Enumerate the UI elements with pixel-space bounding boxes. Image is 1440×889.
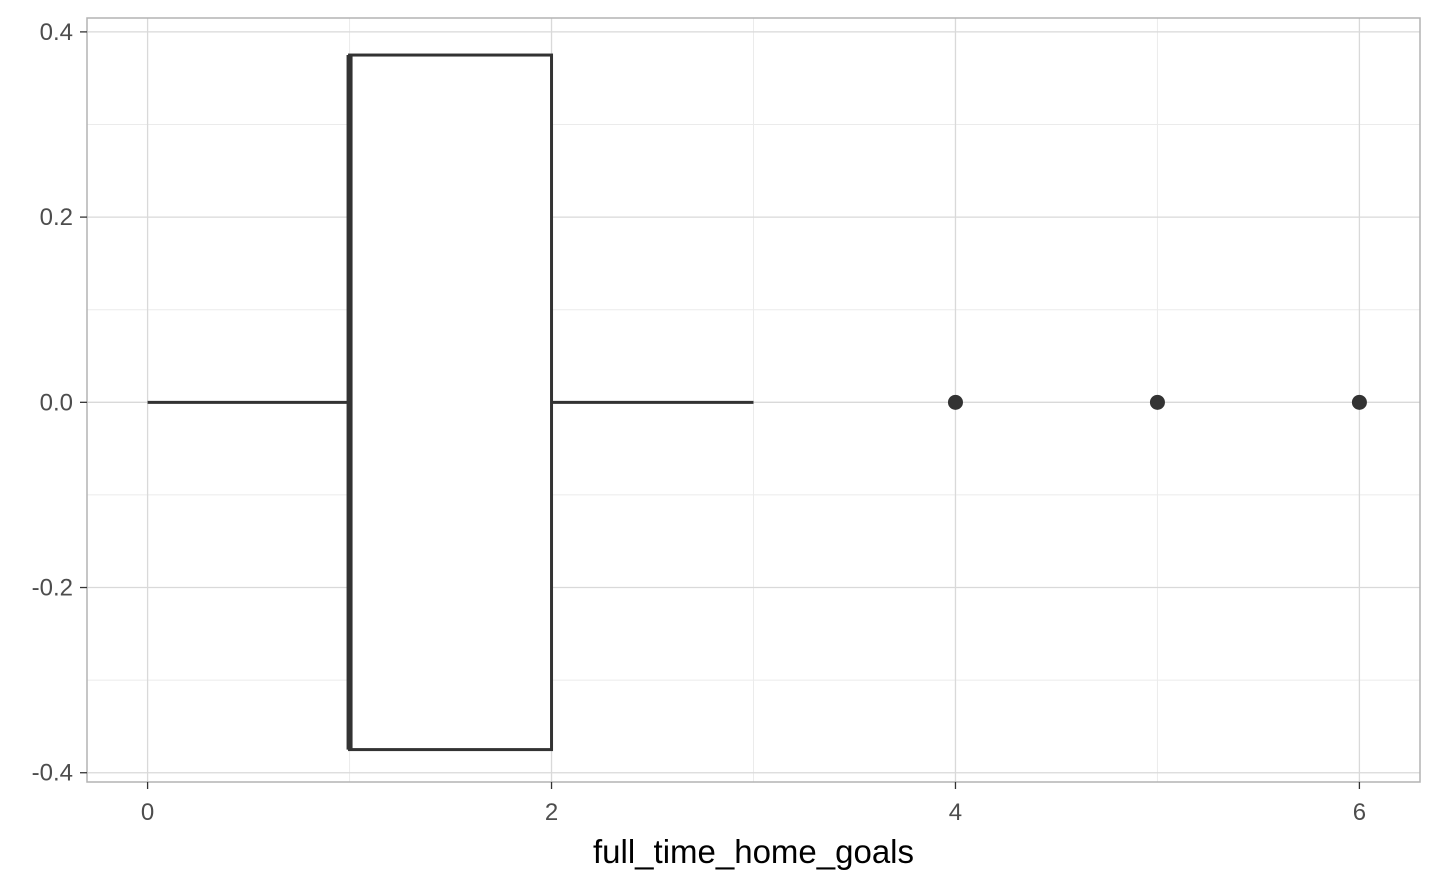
y-tick-label: -0.4 (32, 760, 73, 787)
outlier-point (1351, 394, 1367, 410)
x-tick-label: 4 (949, 799, 962, 826)
y-axis-tick-labels: 0.4 0.2 0.0 -0.2 -0.4 (32, 19, 73, 787)
x-tick-label: 6 (1353, 799, 1366, 826)
y-tick-label: 0.4 (40, 19, 73, 46)
minor-gridlines (87, 18, 1420, 782)
outlier-point (947, 394, 963, 410)
y-tick-label: 0.0 (40, 389, 73, 416)
x-axis-tick-labels: 0 2 4 6 (141, 799, 1366, 826)
axis-ticks (80, 31, 1361, 789)
panel-border (86, 17, 1421, 783)
x-tick-label: 0 (141, 799, 154, 826)
plot-marks (147, 53, 1367, 752)
outlier-point (1149, 394, 1165, 410)
box-iqr (348, 53, 554, 752)
x-tick-label: 2 (545, 799, 558, 826)
y-tick-label: 0.2 (40, 204, 73, 231)
y-tick-label: -0.2 (32, 575, 73, 602)
x-axis-title: full_time_home_goals (593, 833, 914, 870)
